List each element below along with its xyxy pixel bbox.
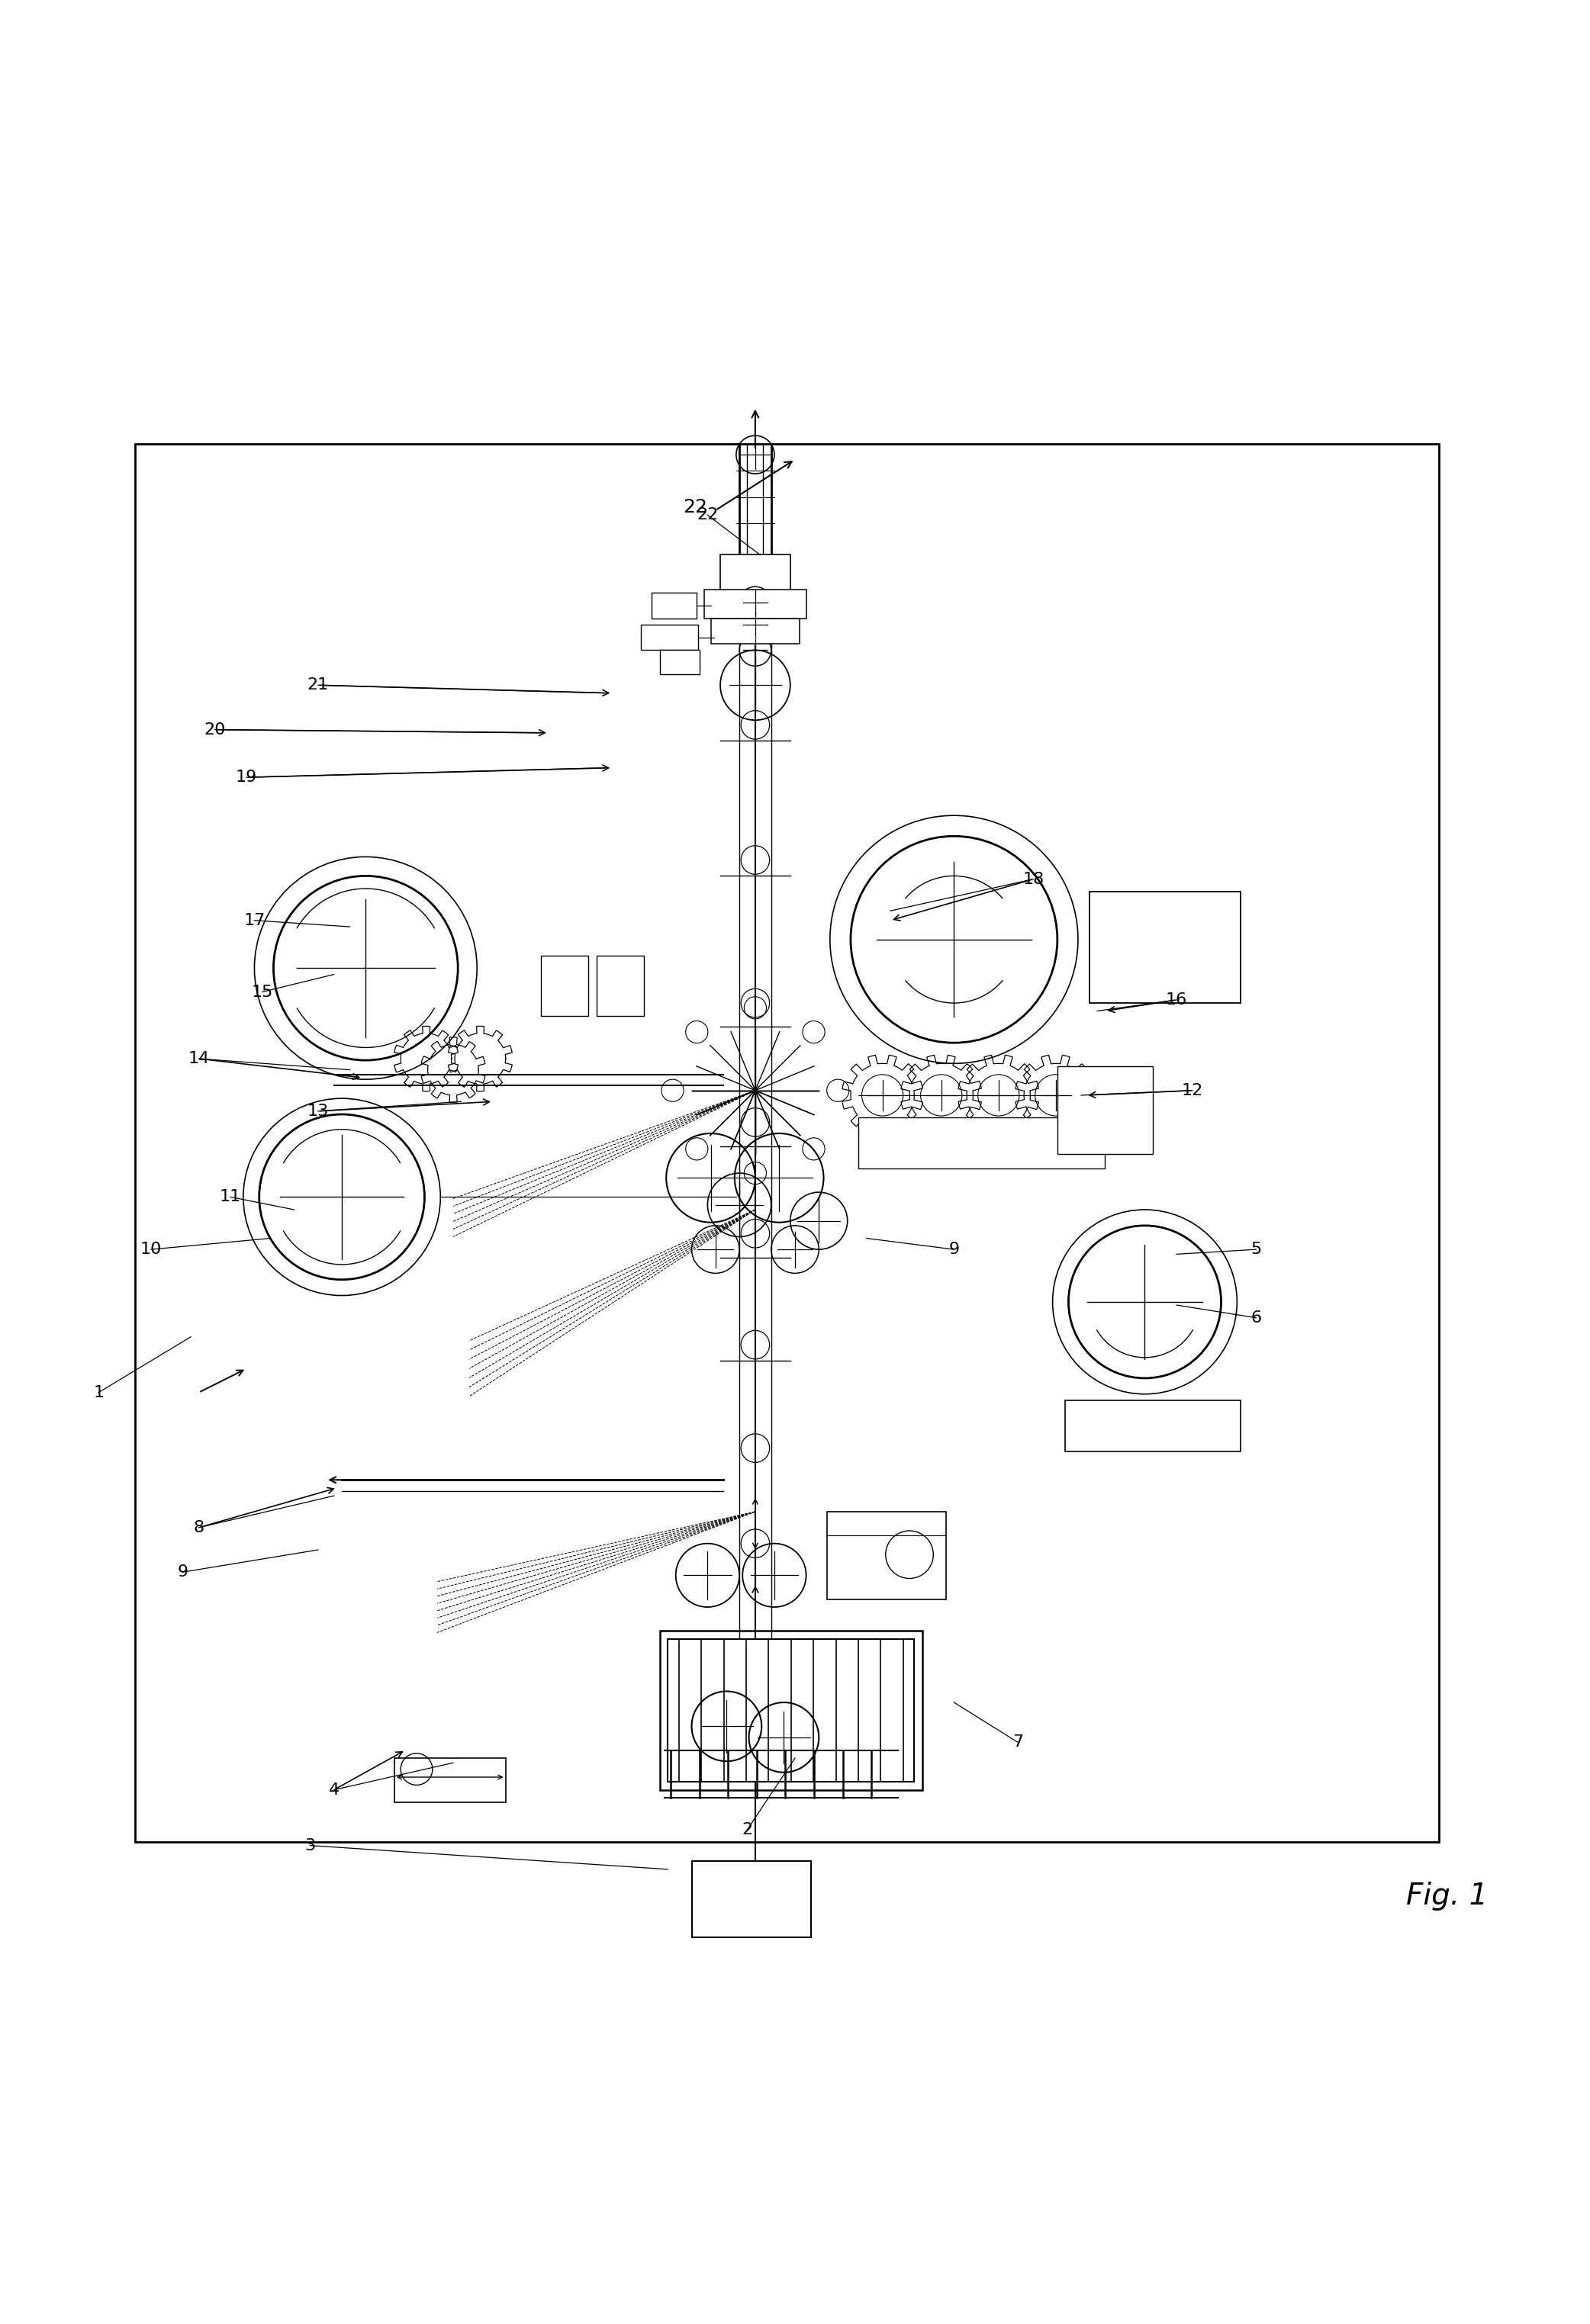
Bar xyxy=(704,590,806,618)
Text: 7: 7 xyxy=(1013,1734,1022,1750)
Text: 5: 5 xyxy=(1251,1241,1261,1257)
Bar xyxy=(660,651,700,674)
Text: 2: 2 xyxy=(743,1822,752,1838)
Text: 21: 21 xyxy=(307,679,329,693)
Bar xyxy=(541,955,588,1016)
Bar xyxy=(720,555,790,600)
Text: 13: 13 xyxy=(307,1104,329,1118)
Bar xyxy=(859,1118,1105,1169)
Bar xyxy=(1057,1067,1153,1155)
Text: 8: 8 xyxy=(194,1520,204,1536)
Bar xyxy=(641,625,698,651)
Bar xyxy=(827,1511,946,1599)
Text: 14: 14 xyxy=(188,1050,210,1067)
Bar xyxy=(1065,1401,1240,1450)
Text: 1: 1 xyxy=(94,1385,103,1399)
Bar xyxy=(660,1631,922,1789)
Text: 12: 12 xyxy=(1181,1083,1204,1099)
Bar xyxy=(1089,892,1240,1004)
Text: 18: 18 xyxy=(1022,872,1045,888)
Text: 15: 15 xyxy=(251,985,273,999)
Text: 6: 6 xyxy=(1251,1311,1261,1325)
Bar xyxy=(668,1638,914,1783)
Text: 4: 4 xyxy=(329,1783,339,1796)
Bar xyxy=(596,955,644,1016)
Text: 22: 22 xyxy=(696,507,719,523)
Text: 19: 19 xyxy=(235,769,258,786)
Text: Fig. 1: Fig. 1 xyxy=(1406,1882,1488,1910)
Text: 11: 11 xyxy=(219,1190,242,1204)
Bar xyxy=(692,1862,811,1938)
Text: 22: 22 xyxy=(684,497,708,516)
Text: 9: 9 xyxy=(949,1241,959,1257)
Bar xyxy=(394,1757,506,1803)
Text: 9: 9 xyxy=(178,1564,188,1580)
Bar xyxy=(711,618,800,644)
Bar xyxy=(135,444,1439,1843)
Text: 16: 16 xyxy=(1165,992,1188,1009)
Bar xyxy=(652,593,696,618)
Text: 17: 17 xyxy=(243,913,266,927)
Text: 3: 3 xyxy=(305,1838,315,1852)
Text: 20: 20 xyxy=(204,723,226,737)
Text: 10: 10 xyxy=(140,1241,162,1257)
